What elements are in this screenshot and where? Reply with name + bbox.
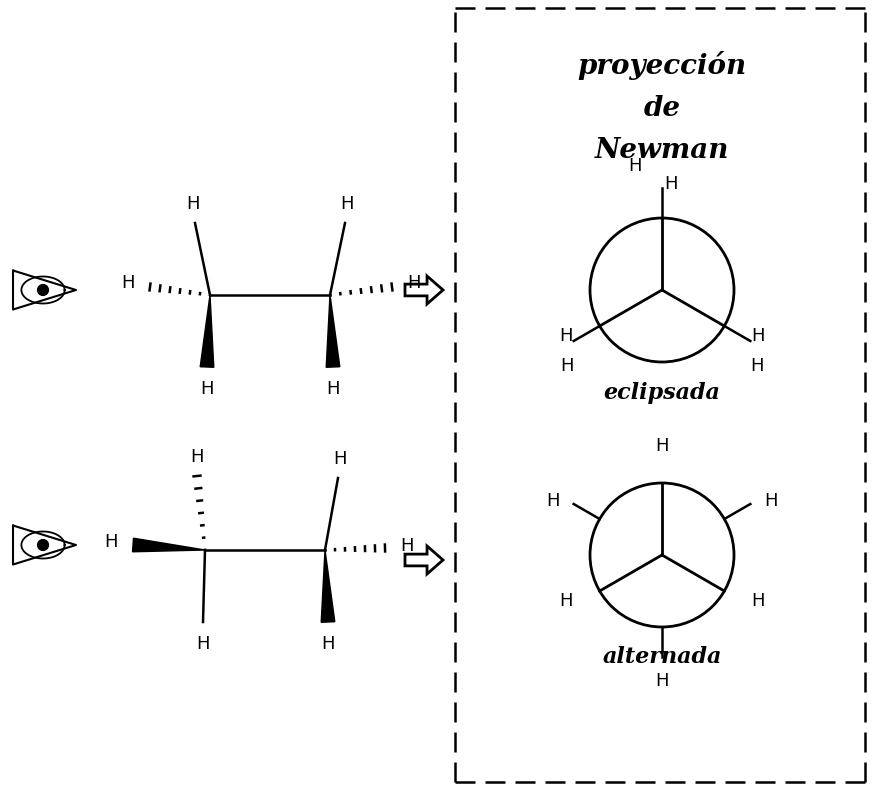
Text: H: H	[559, 327, 572, 345]
Text: H: H	[752, 592, 765, 610]
Text: H: H	[655, 672, 669, 690]
Text: H: H	[559, 592, 572, 610]
Text: H: H	[187, 195, 200, 213]
Text: H: H	[196, 635, 210, 653]
Text: H: H	[664, 175, 678, 193]
Text: H: H	[629, 157, 642, 175]
Circle shape	[37, 285, 49, 295]
Text: H: H	[400, 537, 413, 555]
Text: alternada: alternada	[603, 646, 722, 668]
Text: H: H	[121, 274, 135, 292]
Text: H: H	[105, 533, 118, 551]
Polygon shape	[201, 295, 214, 367]
Polygon shape	[133, 538, 205, 552]
Text: H: H	[752, 327, 765, 345]
Text: H: H	[190, 448, 204, 466]
Text: H: H	[201, 380, 214, 398]
Text: proyección: proyección	[577, 50, 746, 79]
Text: H: H	[326, 380, 340, 398]
Text: H: H	[333, 450, 347, 468]
Text: H: H	[321, 635, 335, 653]
Polygon shape	[321, 550, 335, 622]
Text: H: H	[765, 493, 778, 510]
Text: de: de	[644, 94, 680, 122]
Text: H: H	[546, 493, 559, 510]
Text: H: H	[560, 357, 574, 375]
Text: H: H	[407, 274, 420, 292]
Text: eclipsada: eclipsada	[603, 382, 720, 404]
Polygon shape	[326, 295, 340, 367]
Circle shape	[37, 540, 49, 550]
Text: H: H	[751, 357, 764, 375]
Text: H: H	[340, 195, 354, 213]
Text: H: H	[655, 437, 669, 455]
Text: Newman: Newman	[595, 137, 729, 163]
